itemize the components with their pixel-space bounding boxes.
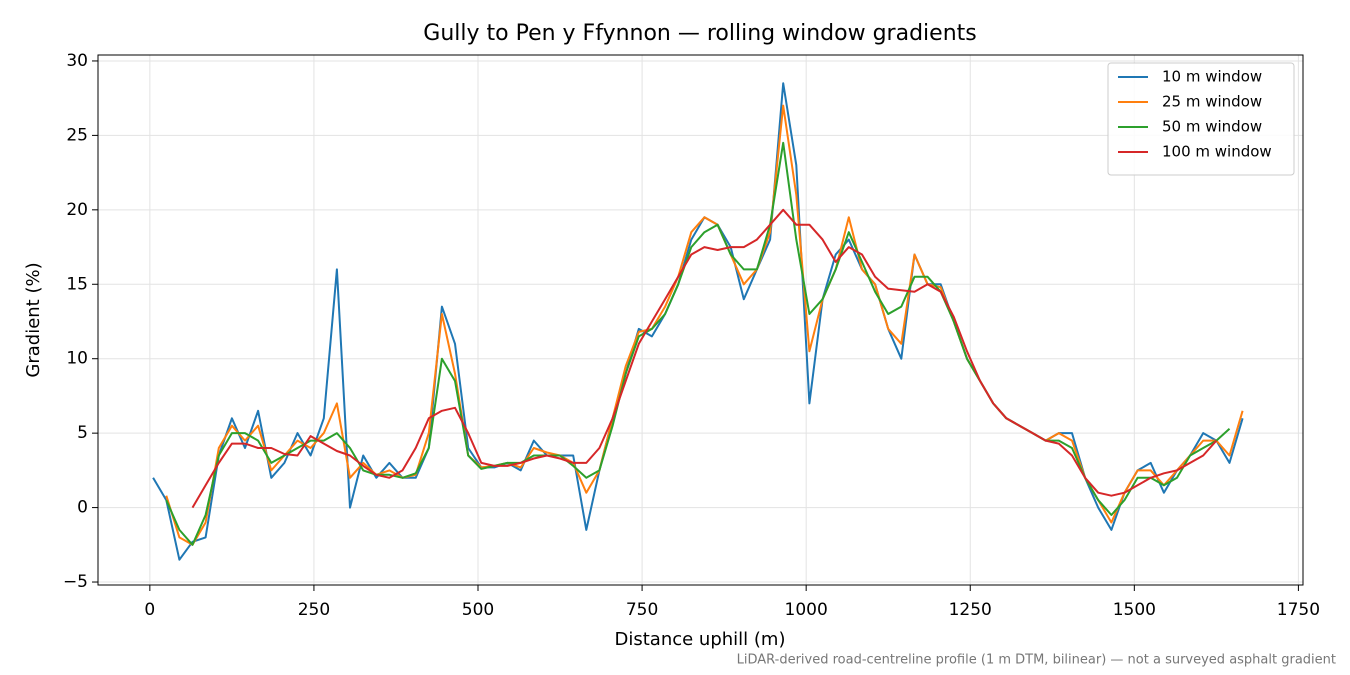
y-tick-label: 30 xyxy=(66,51,88,71)
series-line xyxy=(152,82,1244,561)
plot-frame xyxy=(97,54,1304,586)
y-axis-label: Gradient (%) xyxy=(23,262,44,377)
legend-label: 25 m window xyxy=(1162,93,1262,111)
x-tick-label: 0 xyxy=(144,600,155,620)
series-line xyxy=(191,208,1218,509)
x-axis-label: Distance uphill (m) xyxy=(615,629,786,650)
y-tick-label: 0 xyxy=(77,498,88,518)
chart-title: Gully to Pen y Ffynnon — rolling window … xyxy=(423,21,976,46)
x-tick-label: 1250 xyxy=(949,600,992,620)
series-line xyxy=(165,141,1231,546)
x-tick-label: 500 xyxy=(462,600,494,620)
x-tick-label: 750 xyxy=(626,600,658,620)
y-tick-label: 15 xyxy=(66,274,88,294)
legend-box xyxy=(1107,62,1295,176)
series-line xyxy=(165,104,1244,546)
y-tick-label: 5 xyxy=(77,423,88,443)
legend-label: 100 m window xyxy=(1162,143,1272,161)
y-tick-label: 10 xyxy=(66,349,88,369)
y-tick-label: 20 xyxy=(66,200,88,220)
x-tick-label: 250 xyxy=(298,600,330,620)
footnote: LiDAR-derived road-centreline profile (1… xyxy=(737,653,1336,668)
legend-label: 10 m window xyxy=(1162,68,1262,86)
x-tick-label: 1500 xyxy=(1113,600,1156,620)
y-tick-label: −5 xyxy=(63,572,88,592)
legend-label: 50 m window xyxy=(1162,118,1262,136)
x-tick-label: 1000 xyxy=(785,600,828,620)
x-tick-label: 1750 xyxy=(1277,600,1320,620)
y-tick-label: 25 xyxy=(66,125,88,145)
